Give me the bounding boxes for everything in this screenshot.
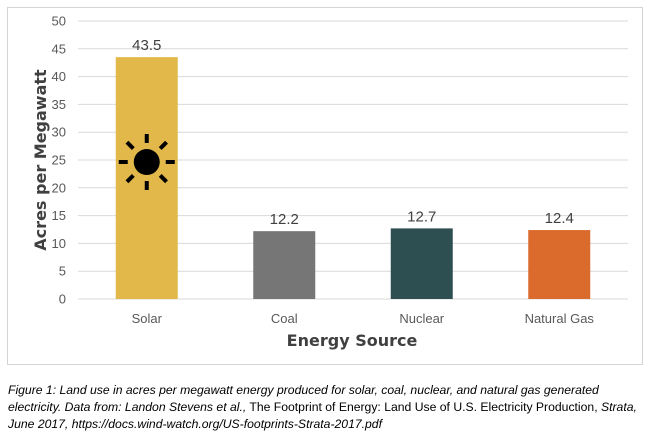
caption-source-title: The Footprint of Energy: Land Use of U.S… xyxy=(246,400,601,414)
bar-natural-gas xyxy=(528,230,591,299)
bar-chart: 0 5 10 15 20 25 30 35 40 45 50 43.5 12.2 12.7 12.4 So… xyxy=(31,14,628,350)
x-axis-ticks: Solar Coal Nuclear Natural Gas xyxy=(132,311,595,326)
chart-frame xyxy=(7,7,643,365)
data-label: 43.5 xyxy=(132,37,161,54)
bars xyxy=(115,57,591,299)
data-label: 12.2 xyxy=(270,211,299,228)
y-tick-label: 50 xyxy=(52,14,66,29)
x-tick-label: Coal xyxy=(271,311,298,326)
y-tick-label: 15 xyxy=(52,208,66,223)
y-tick-label: 35 xyxy=(52,97,66,112)
sun-ray xyxy=(158,174,168,184)
y-tick-label: 25 xyxy=(52,153,66,168)
y-tick-label: 0 xyxy=(59,292,66,307)
data-labels: 43.5 12.2 12.7 12.4 xyxy=(132,37,574,228)
data-label: 12.7 xyxy=(407,208,436,225)
sun-icon xyxy=(118,134,175,190)
data-label: 12.4 xyxy=(545,210,574,227)
caption-suffix: Strata, June 2017, https://docs.wind-wat… xyxy=(8,400,637,431)
x-axis-title: Energy Source xyxy=(287,331,418,350)
figure-caption: Figure 1: Land use in acres per megawatt… xyxy=(8,382,644,433)
y-tick-label: 10 xyxy=(52,236,66,251)
x-tick-label: Nuclear xyxy=(399,311,444,326)
y-axis-ticks: 0 5 10 15 20 25 30 35 40 45 50 xyxy=(52,14,66,307)
bar-nuclear xyxy=(390,228,453,299)
sun-disc xyxy=(133,149,160,175)
sun-ray xyxy=(158,140,168,150)
x-tick-label: Solar xyxy=(132,311,163,326)
y-tick-label: 30 xyxy=(52,125,66,140)
y-axis-title: Acres per Megawatt xyxy=(31,69,50,251)
y-tick-label: 40 xyxy=(52,69,66,84)
caption-prefix: Figure 1: Land use in acres per megawatt… xyxy=(8,383,599,414)
bar-solar xyxy=(115,57,178,299)
y-tick-label: 5 xyxy=(59,264,66,279)
bar-coal xyxy=(253,231,316,299)
y-tick-label: 45 xyxy=(52,41,66,56)
x-tick-label: Natural Gas xyxy=(525,311,595,326)
sun-ray xyxy=(125,140,135,150)
y-tick-label: 20 xyxy=(52,180,66,195)
sun-ray xyxy=(125,174,135,184)
